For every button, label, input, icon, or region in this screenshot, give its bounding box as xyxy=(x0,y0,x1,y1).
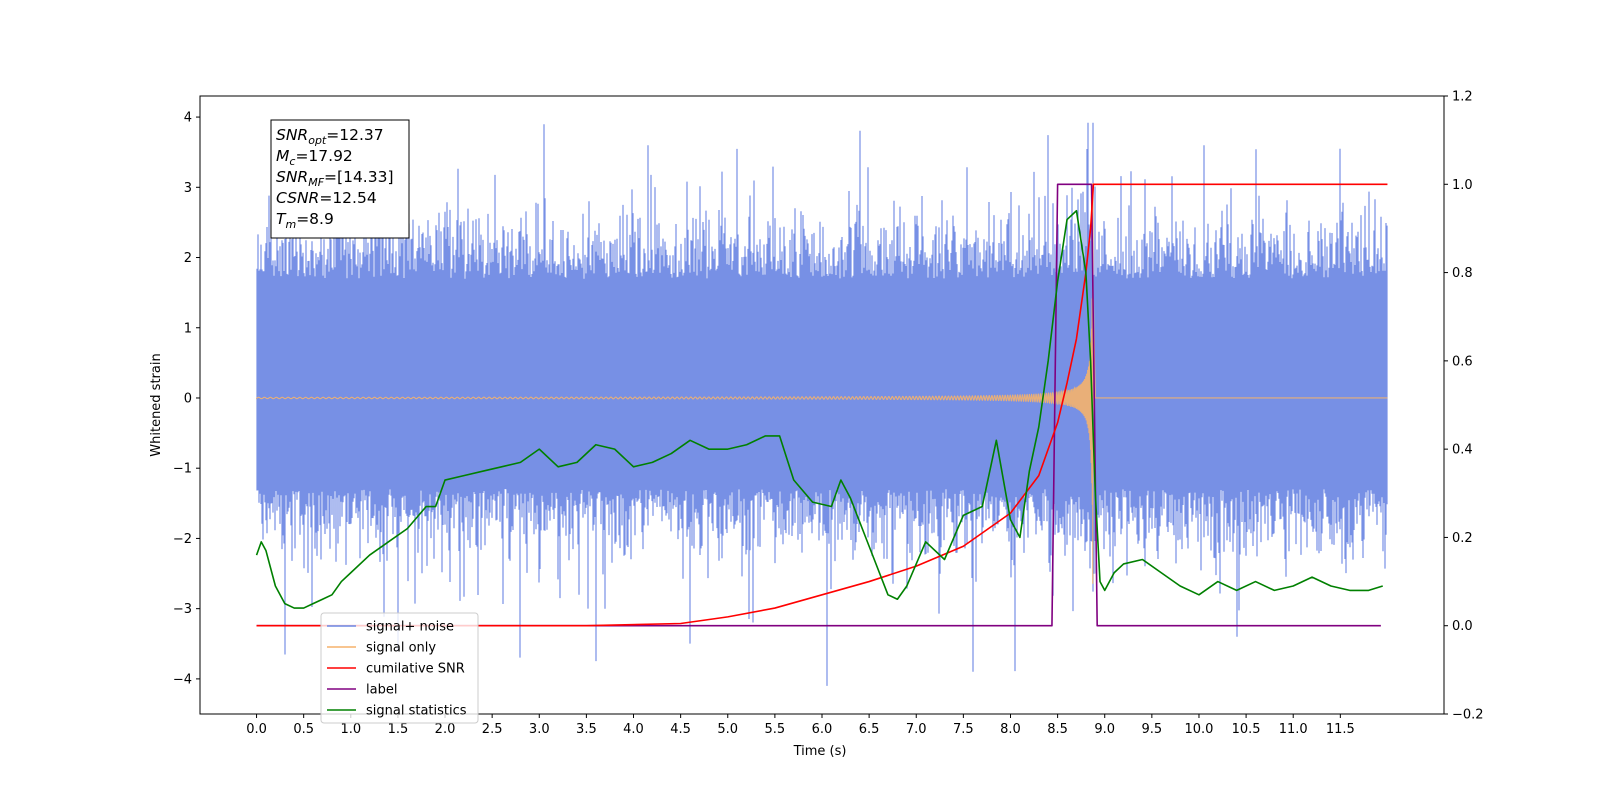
x-tick-label: 4.0 xyxy=(623,722,644,737)
right-y-axis-ticks: 1.2 1.0 0.8 0.6 0.4 0.2 0.0 −0.2 xyxy=(1444,90,1484,723)
x-tick-label: 1.0 xyxy=(340,722,361,737)
series-signal-plus-noise xyxy=(256,122,1388,686)
series-label xyxy=(256,183,1381,627)
plot-area xyxy=(255,122,1388,686)
series-signal-statistics xyxy=(255,209,1383,609)
x-tick-label: 2.5 xyxy=(482,722,503,737)
x-tick-label: 3.5 xyxy=(576,722,597,737)
legend-entry-label: cumilative SNR xyxy=(366,662,465,677)
legend-entry-label: signal statistics xyxy=(366,704,467,719)
y-axis-label: Whitened strain xyxy=(149,353,164,456)
x-tick-label: 6.5 xyxy=(859,722,880,737)
x-tick-label: 11.0 xyxy=(1279,722,1308,737)
x-axis-label: Time (s) xyxy=(793,744,847,759)
y-tick-label: −2 xyxy=(173,532,192,547)
y-tick-label: 0 xyxy=(184,391,192,406)
x-tick-label: 8.0 xyxy=(1000,722,1021,737)
y2-tick-label: −0.2 xyxy=(1452,708,1484,723)
info-box-line: SNRMF=[14.33] xyxy=(276,168,394,189)
x-tick-label: 7.0 xyxy=(906,722,927,737)
x-tick-label: 5.0 xyxy=(717,722,738,737)
legend-frame xyxy=(320,612,479,724)
x-tick-label: 6.0 xyxy=(812,722,833,737)
legend-entry-label: signal+ noise xyxy=(366,620,454,635)
info-box-line: SNRopt=12.37 xyxy=(276,126,384,147)
y2-tick-label: 0.6 xyxy=(1452,354,1473,369)
x-tick-label: 10.0 xyxy=(1184,722,1213,737)
info-box: SNRopt=12.37Mc=17.92SNRMF=[14.33]CSNR=12… xyxy=(270,119,410,239)
x-tick-label: 9.0 xyxy=(1094,722,1115,737)
y-tick-label: 1 xyxy=(184,321,192,336)
y-tick-label: −1 xyxy=(173,462,192,477)
info-box-line: Tm=8.9 xyxy=(276,210,334,231)
x-tick-label: 5.5 xyxy=(765,722,786,737)
right-axis-series xyxy=(255,183,1388,627)
y2-tick-label: 0.8 xyxy=(1452,266,1473,281)
x-tick-label: 10.5 xyxy=(1232,722,1261,737)
legend-entry-label: label xyxy=(366,683,397,698)
y2-tick-label: 1.0 xyxy=(1452,178,1473,193)
x-tick-label: 0.0 xyxy=(246,722,267,737)
noise-trace xyxy=(256,122,1388,686)
info-box-line: Mc=17.92 xyxy=(276,147,353,168)
y2-tick-label: 1.2 xyxy=(1452,90,1473,105)
x-tick-label: 4.5 xyxy=(670,722,691,737)
x-tick-label: 1.5 xyxy=(388,722,409,737)
series-cumilative-snr xyxy=(256,183,1388,627)
series-signal-only xyxy=(255,183,1388,584)
legend-entry-label: signal only xyxy=(366,641,436,656)
y2-tick-label: 0.2 xyxy=(1452,531,1473,546)
y-tick-label: −4 xyxy=(173,672,192,687)
x-tick-label: 9.5 xyxy=(1142,722,1163,737)
chirp-trace xyxy=(255,183,1388,584)
x-tick-label: 11.5 xyxy=(1326,722,1355,737)
y-tick-label: 4 xyxy=(184,111,192,126)
x-tick-label: 0.5 xyxy=(293,722,314,737)
legend: signal+ noise signal only cumilative SNR la… xyxy=(320,612,479,724)
y-tick-label: 2 xyxy=(184,251,192,266)
x-tick-label: 2.0 xyxy=(435,722,456,737)
x-tick-label: 7.5 xyxy=(953,722,974,737)
x-tick-label: 3.0 xyxy=(529,722,550,737)
y-axis-ticks: 4 3 2 1 0 −1 −2 −3 −4 xyxy=(173,111,200,687)
y-tick-label: −3 xyxy=(173,602,192,617)
y-tick-label: 3 xyxy=(184,181,192,196)
x-axis-ticks: 0.0 0.5 1.0 1.5 2.0 2.5 3.0 3.5 4.0 4.5 5.0 5.5 6.0 6… xyxy=(246,714,1355,737)
x-tick-label: 8.5 xyxy=(1047,722,1068,737)
y2-tick-label: 0.0 xyxy=(1452,619,1473,634)
info-box-line: CSNR=12.54 xyxy=(276,189,377,207)
y2-tick-label: 0.4 xyxy=(1452,443,1473,458)
info-box-frame xyxy=(270,119,410,239)
